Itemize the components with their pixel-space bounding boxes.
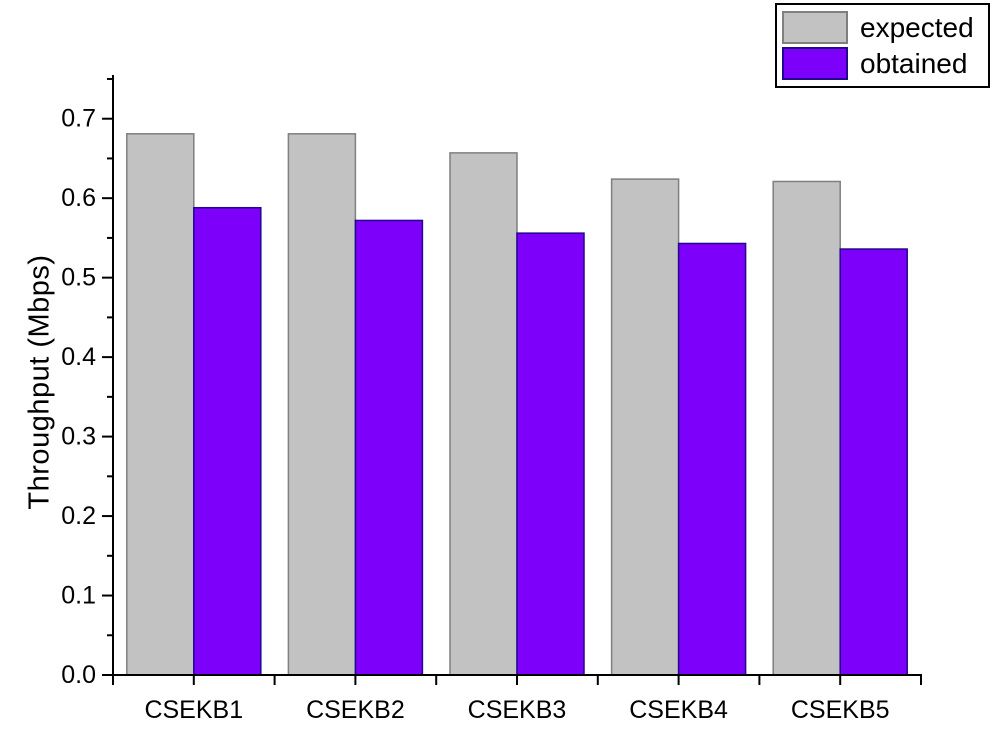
legend-label-obtained: obtained xyxy=(860,47,968,79)
y-tick-label: 0.7 xyxy=(61,105,96,133)
x-category-label-CSEKB4: CSEKB4 xyxy=(629,696,728,724)
bar-obtained-CSEKB4 xyxy=(677,242,747,676)
y-tick-label: 0.0 xyxy=(61,661,96,689)
bar-expected-CSEKB5 xyxy=(772,180,841,676)
x-category-label-CSEKB3: CSEKB3 xyxy=(468,696,567,724)
bar-expected-CSEKB1 xyxy=(126,133,195,676)
bar-obtained-CSEKB5 xyxy=(839,248,908,676)
x-category-label-CSEKB1: CSEKB1 xyxy=(144,696,243,724)
bar-expected-CSEKB3 xyxy=(449,152,518,676)
legend-item-obtained: obtained xyxy=(782,47,983,80)
bar-obtained-CSEKB2 xyxy=(354,219,424,676)
legend-label-expected: expected xyxy=(860,11,974,43)
x-category-label-CSEKB2: CSEKB2 xyxy=(306,696,405,724)
x-category-label-CSEKB5: CSEKB5 xyxy=(791,696,890,724)
bar-obtained-CSEKB1 xyxy=(193,206,262,676)
y-tick-label: 0.2 xyxy=(61,502,96,530)
legend-swatch-expected xyxy=(782,11,848,44)
bar-expected-CSEKB4 xyxy=(610,178,680,676)
bar-expected-CSEKB2 xyxy=(287,133,357,676)
legend-item-expected: expected xyxy=(782,11,983,44)
y-tick-label: 0.3 xyxy=(61,423,96,451)
bar-obtained-CSEKB3 xyxy=(516,232,585,676)
legend: expected obtained xyxy=(775,3,990,88)
y-tick-label: 0.4 xyxy=(61,343,96,371)
y-tick-label: 0.6 xyxy=(61,184,96,212)
legend-swatch-obtained xyxy=(782,47,848,80)
y-axis-title: Throughput (Mbps) xyxy=(23,254,56,510)
y-tick-label: 0.5 xyxy=(61,264,96,292)
y-tick-label: 0.1 xyxy=(61,582,96,610)
